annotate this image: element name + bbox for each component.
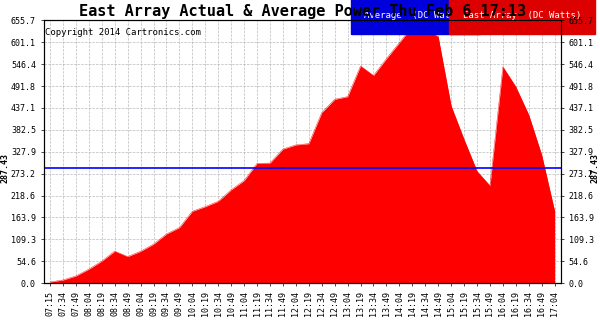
Text: Copyright 2014 Cartronics.com: Copyright 2014 Cartronics.com — [44, 28, 200, 37]
Text: 287.43: 287.43 — [0, 153, 9, 183]
Text: East Array  (DC Watts): East Array (DC Watts) — [463, 11, 581, 20]
Text: Average  (DC Watts): Average (DC Watts) — [364, 11, 467, 20]
Text: 287.43: 287.43 — [590, 153, 599, 183]
Title: East Array Actual & Average Power Thu Feb 6 17:13: East Array Actual & Average Power Thu Fe… — [79, 4, 526, 19]
